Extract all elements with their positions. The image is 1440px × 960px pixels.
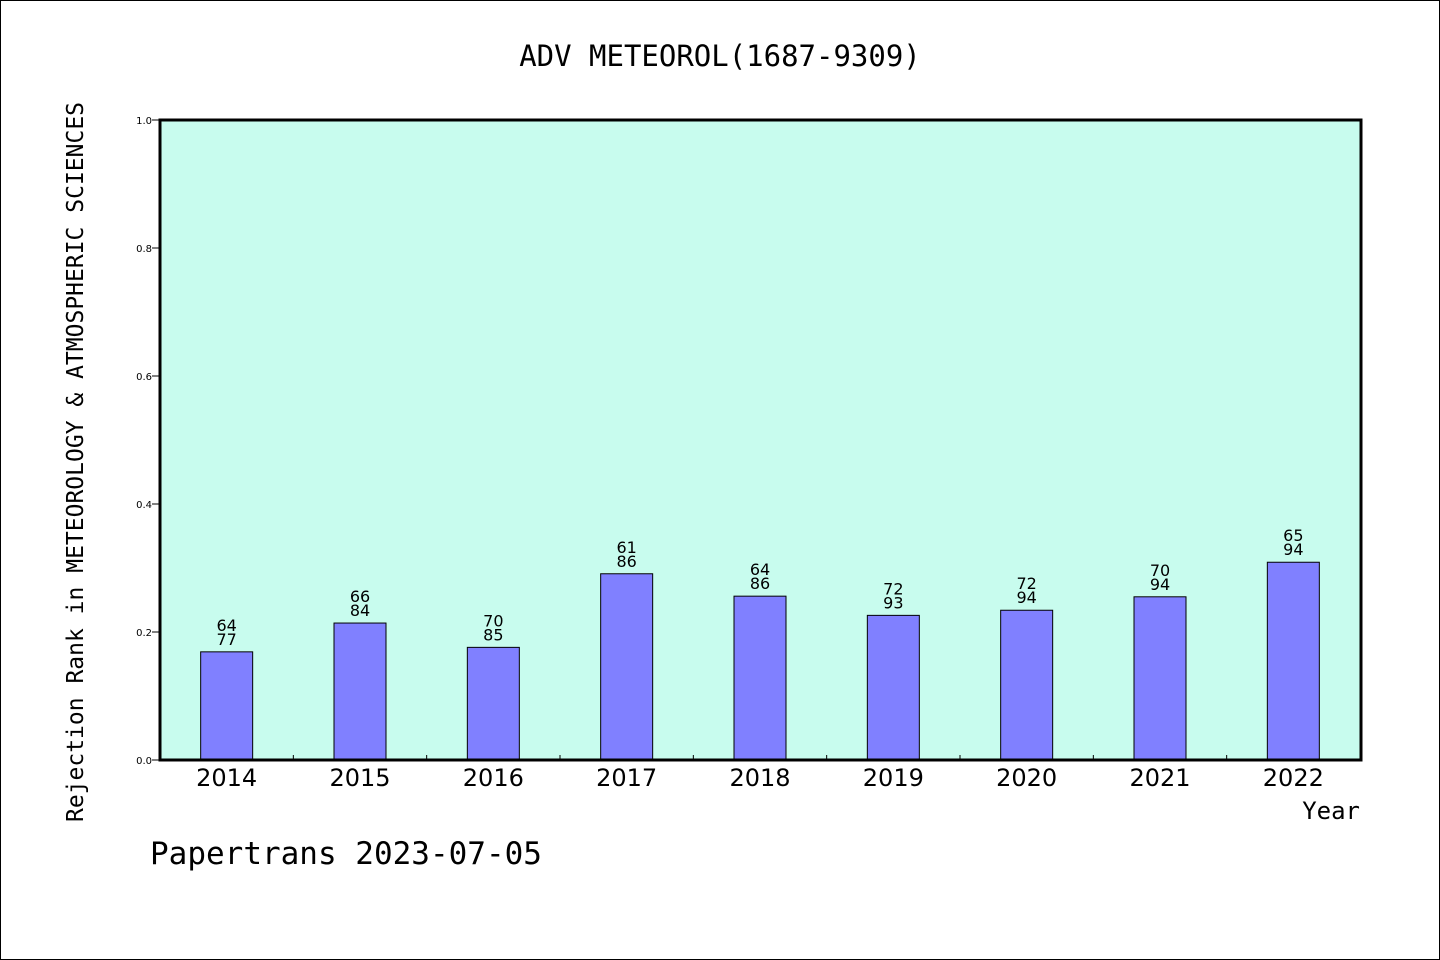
x-axis-label: Year [1302,797,1360,825]
bar-label-top: 66 [350,587,370,606]
bar-2022 [1266,561,1320,761]
bar-label-bottom: 93 [883,593,903,612]
bar-label-top: 70 [483,611,503,630]
chart-title: ADV METEOROL(1687-9309) [519,39,921,73]
bar-label-bottom: 84 [350,601,370,620]
bar-2021 [1133,596,1187,761]
bar-label-top: 72 [883,579,903,598]
bar-label-top: 72 [1016,574,1036,593]
bar-label-bottom: 86 [750,574,770,593]
plot-border [158,118,1363,762]
y-tick-label: 0.4 [136,500,152,511]
bar-label-top: 64 [750,560,770,579]
bar-2016 [466,646,520,761]
x-tick-label: 2020 [996,764,1057,792]
x-tick-label: 2021 [1129,764,1190,792]
y-tick-label: 0.2 [136,628,152,639]
bar-label-top: 64 [216,616,236,635]
bar-label-bottom: 94 [1150,575,1170,594]
y-tick-label: 1.0 [136,116,152,127]
bar-2014 [200,651,254,761]
bar-label-bottom: 94 [1283,540,1303,559]
y-axis-label: Rejection Rank in METEOROLOGY & ATMOSPHE… [63,102,89,822]
bar-label-bottom: 77 [216,630,236,649]
x-tick-label: 2022 [1263,764,1324,792]
bar-2018 [733,595,787,761]
x-tick-label: 2019 [863,764,924,792]
y-tick-label: 0.8 [136,244,152,255]
x-tick-label: 2014 [196,764,257,792]
bar-label-bottom: 94 [1016,588,1036,607]
footer-text: Papertrans 2023-07-05 [150,836,542,872]
ticks-layer: 2014 2015 2016 2017 2018 2019 2020 2021 2022 0.0 0… [136,116,1324,792]
x-tick-label: 2015 [329,764,390,792]
bar-2019 [866,614,920,761]
bar-2017 [600,573,654,761]
bar-2015 [333,622,387,761]
y-tick-label: 0.6 [136,372,152,383]
y-tick-label: 0.0 [136,756,152,767]
x-tick-label: 2016 [463,764,524,792]
x-tick-label: 2018 [729,764,790,792]
bar-label-bottom: 86 [616,552,636,571]
bar-label-top: 65 [1283,526,1303,545]
bar-label-top: 61 [616,538,636,557]
bar-label-bottom: 85 [483,625,503,644]
bar-2020 [1000,609,1054,761]
bar-label-top: 70 [1150,561,1170,580]
x-tick-label: 2017 [596,764,657,792]
